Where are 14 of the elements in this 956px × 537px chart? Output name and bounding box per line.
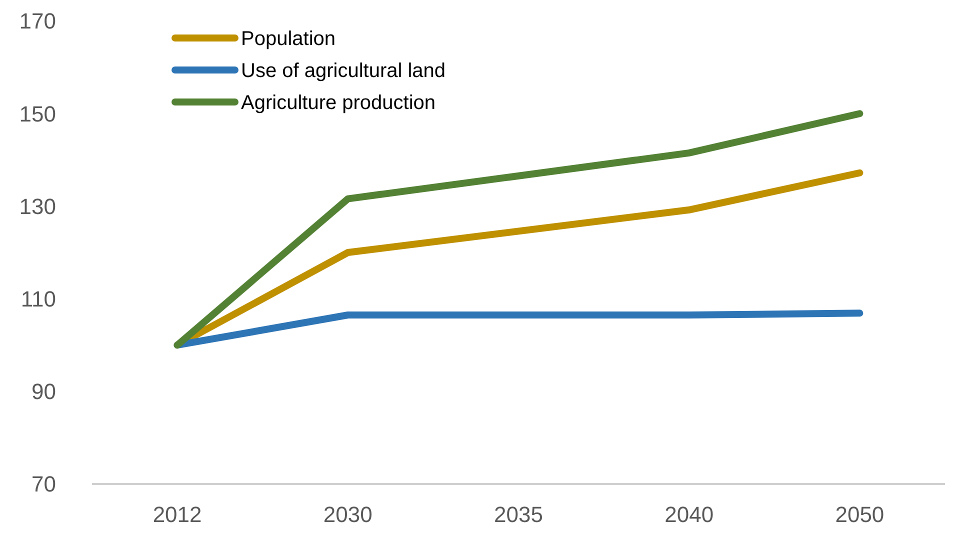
legend-label: Agriculture production: [241, 92, 436, 114]
x-tick-label: 2035: [494, 502, 543, 527]
y-tick-label: 70: [32, 472, 56, 497]
legend-label: Population: [241, 28, 336, 50]
x-tick-label: 2030: [323, 502, 372, 527]
legend-label: Use of agricultural land: [241, 60, 446, 82]
y-tick-label: 90: [32, 379, 56, 404]
x-tick-label: 2040: [664, 502, 714, 527]
y-tick-label: 150: [19, 101, 56, 126]
y-tick-label: 130: [19, 194, 56, 219]
y-tick-label: 170: [19, 8, 56, 34]
x-tick-label: 2012: [152, 502, 202, 527]
y-tick-label: 110: [20, 286, 56, 312]
x-tick-label: 2050: [835, 502, 884, 527]
